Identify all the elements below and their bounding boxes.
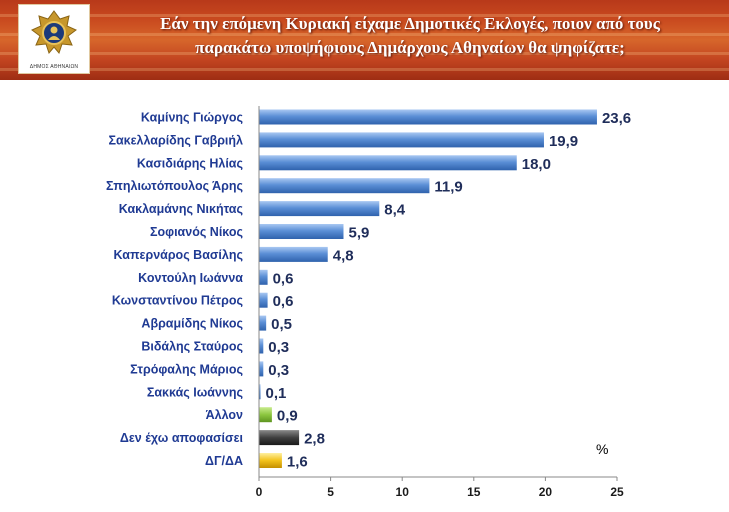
bar [259, 109, 597, 125]
x-tick-label: 20 [539, 485, 553, 499]
category-label: ΔΓ/ΔΑ [205, 454, 243, 468]
category-label: Στρόφαλης Μάριος [130, 362, 243, 376]
x-tick-label: 25 [610, 485, 624, 499]
horizontal-bar-chart: Καμίνης Γιώργος 23,6 Σακελλαρίδης Γαβριήλ 1… [106, 106, 631, 499]
category-label: Δεν έχω αποφασίσει [120, 431, 244, 445]
category-label: Σακκάς Ιωάννης [147, 385, 243, 399]
value-label: 23,6 [602, 110, 631, 127]
category-label: Αβραμίδης Νίκος [141, 317, 243, 331]
category-label: Βιδάλης Σταύρος [141, 340, 243, 354]
category-label: Σακελλαρίδης Γαβριήλ [108, 133, 243, 147]
x-tick-label: 5 [327, 485, 334, 499]
x-tick-label: 15 [467, 485, 481, 499]
value-label: 11,9 [434, 179, 462, 196]
value-label: 19,9 [549, 133, 578, 150]
value-label: 0,9 [277, 408, 298, 425]
category-label: Κακλαμάνης Νικήτας [119, 202, 243, 216]
title-line-1: Εάν την επόμενη Κυριακή είχαμε Δημοτικές… [160, 14, 660, 33]
bar [259, 132, 544, 148]
x-axis: 0 5 10 15 20 25 [256, 106, 624, 499]
bars-layer: Καμίνης Γιώργος 23,6 Σακελλαρίδης Γαβριήλ 1… [106, 109, 631, 471]
category-label: Καμίνης Γιώργος [141, 111, 243, 125]
value-label: 8,4 [384, 202, 406, 219]
bar [259, 453, 282, 468]
bar [259, 384, 261, 400]
bar [259, 338, 264, 354]
bar [259, 361, 264, 377]
bar [259, 430, 300, 446]
value-label: 0,6 [273, 270, 294, 287]
category-label: Κασιδιάρης Ηλίας [137, 156, 243, 170]
value-label: 0,1 [266, 385, 287, 402]
bar [259, 407, 272, 423]
header-banner: ΔΗΜΟΣ ΑΘΗΝΑΙΩΝ Εάν την επόμενη Κυριακή ε… [0, 0, 729, 80]
value-label: 4,8 [333, 247, 354, 264]
value-label: 5,9 [348, 225, 369, 242]
bar [259, 246, 328, 262]
value-label: 0,3 [268, 339, 289, 356]
value-label: 0,6 [273, 293, 294, 310]
value-label: 1,6 [287, 454, 308, 471]
bar [259, 315, 267, 331]
question-title: Εάν την επόμενη Κυριακή είχαμε Δημοτικές… [100, 12, 720, 60]
bar [259, 269, 268, 285]
category-label: Άλλον [206, 408, 243, 422]
city-of-athens-logo: ΔΗΜΟΣ ΑΘΗΝΑΙΩΝ [18, 4, 90, 74]
category-label: Καπερνάρος Βασίλης [114, 248, 243, 262]
bar [259, 155, 517, 171]
bar [259, 224, 344, 239]
value-label: 0,3 [268, 362, 289, 379]
category-label: Κωνσταντίνου Πέτρος [112, 294, 243, 308]
value-label: 18,0 [522, 156, 551, 173]
bar [259, 178, 430, 194]
logo-caption: ΔΗΜΟΣ ΑΘΗΝΑΙΩΝ [29, 64, 79, 70]
x-tick-label: 0 [256, 485, 263, 499]
title-line-2: παρακάτω υποψήφιους Δημάρχους Αθηναίων θ… [195, 38, 625, 57]
percent-unit-label: % [596, 441, 608, 457]
category-label: Σπηλιωτόπουλος Άρης [106, 179, 243, 193]
category-label: Σοφιανός Νίκος [150, 225, 243, 239]
bar [259, 201, 380, 217]
value-label: 0,5 [271, 316, 292, 333]
athena-seal-icon [31, 10, 77, 55]
bar [259, 292, 268, 308]
x-tick-label: 10 [396, 485, 410, 499]
value-label: 2,8 [304, 431, 325, 448]
category-label: Κοντούλη Ιωάννα [138, 271, 243, 285]
